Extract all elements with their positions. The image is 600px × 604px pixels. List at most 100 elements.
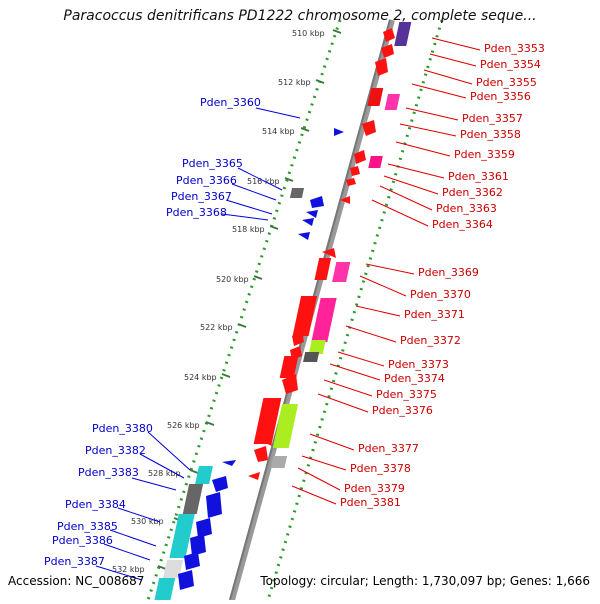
kbp-tick <box>269 225 279 230</box>
gene-arrow[interactable] <box>222 460 236 466</box>
gene-label[interactable]: Pden_3353 <box>484 42 545 55</box>
gene-label[interactable]: Pden_3367 <box>171 190 232 203</box>
gene-label[interactable]: Pden_3355 <box>476 76 537 89</box>
kbp-label: 532 kbp <box>112 565 145 574</box>
gene-label[interactable]: Pden_3373 <box>388 358 449 371</box>
forward-features <box>248 22 412 480</box>
gene-label[interactable]: Pden_3372 <box>400 334 461 347</box>
gene-block[interactable] <box>384 94 401 110</box>
gene-block[interactable] <box>368 156 383 168</box>
gene-arrow[interactable] <box>354 150 366 164</box>
gene-arrow[interactable] <box>383 28 395 42</box>
gene-block[interactable] <box>394 22 412 46</box>
gene-arrow[interactable] <box>302 218 314 226</box>
gene-arrow[interactable] <box>362 120 376 136</box>
gene-block[interactable] <box>253 398 282 444</box>
kbp-tick <box>221 373 231 378</box>
accession-label: Accession: NC_008687 <box>8 574 145 588</box>
gene-arrow[interactable] <box>346 178 356 186</box>
gene-label[interactable]: Pden_3376 <box>372 404 433 417</box>
gene-arrow[interactable] <box>381 44 394 58</box>
kbp-label: 524 kbp <box>184 373 217 382</box>
gene-arrow[interactable] <box>282 374 298 394</box>
kbp-tick <box>284 177 294 182</box>
kbp-label: 520 kbp <box>216 275 249 284</box>
gene-arrow[interactable] <box>298 232 310 240</box>
gene-block[interactable] <box>279 356 299 378</box>
reverse-track-guide <box>146 19 342 601</box>
gene-label[interactable]: Pden_3363 <box>436 202 497 215</box>
gene-block[interactable] <box>195 466 213 484</box>
gene-label[interactable]: Pden_3366 <box>176 174 237 187</box>
kbp-scale: 510 kbp 512 kbp 514 kbp 516 kbp 518 kbp … <box>112 29 342 574</box>
gene-label[interactable]: Pden_3378 <box>350 462 411 475</box>
gene-arrow[interactable] <box>206 492 222 518</box>
gene-label[interactable]: Pden_3370 <box>410 288 471 301</box>
gene-arrow[interactable] <box>306 210 318 218</box>
gene-block[interactable] <box>314 258 332 280</box>
kbp-label: 512 kbp <box>278 78 311 87</box>
gene-arrow[interactable] <box>248 472 260 480</box>
gene-label[interactable]: Pden_3382 <box>85 444 146 457</box>
gene-block[interactable] <box>311 298 337 342</box>
gene-label[interactable]: Pden_3384 <box>65 498 126 511</box>
kbp-tick <box>157 565 167 570</box>
gene-block[interactable] <box>270 456 288 468</box>
kbp-label: 530 kbp <box>131 517 164 526</box>
gene-label[interactable]: Pden_3359 <box>454 148 515 161</box>
gene-label[interactable]: Pden_3371 <box>404 308 465 321</box>
gene-arrow[interactable] <box>184 552 200 570</box>
gene-block[interactable] <box>154 578 176 600</box>
gene-arrow[interactable] <box>334 128 344 136</box>
gene-arrow[interactable] <box>196 518 212 538</box>
gene-block[interactable] <box>289 188 305 198</box>
gene-label[interactable]: Pden_3358 <box>460 128 521 141</box>
kbp-tick <box>253 275 263 280</box>
kbp-tick <box>205 421 215 426</box>
gene-block[interactable] <box>332 262 351 282</box>
gene-label[interactable]: Pden_3383 <box>78 466 139 479</box>
kbp-tick <box>315 79 325 84</box>
gene-arrow[interactable] <box>292 332 304 346</box>
gene-label[interactable]: Pden_3357 <box>462 112 523 125</box>
gene-label[interactable]: Pden_3375 <box>376 388 437 401</box>
gene-arrow[interactable] <box>340 196 350 204</box>
gene-label[interactable]: Pden_3360 <box>200 96 261 109</box>
gene-arrow[interactable] <box>322 248 336 258</box>
kbp-label: 528 kbp <box>148 469 181 478</box>
gene-label[interactable]: Pden_3379 <box>344 482 405 495</box>
gene-label[interactable]: Pden_3377 <box>358 442 419 455</box>
gene-block[interactable] <box>169 514 195 558</box>
gene-arrow[interactable] <box>212 476 228 492</box>
gene-arrow[interactable] <box>258 436 272 446</box>
gene-label[interactable]: Pden_3356 <box>470 90 531 103</box>
gene-block[interactable] <box>367 88 384 106</box>
gene-label[interactable]: Pden_3361 <box>448 170 509 183</box>
gene-arrow[interactable] <box>178 570 194 590</box>
gene-label[interactable]: Pden_3387 <box>44 555 105 568</box>
kbp-tick <box>300 127 310 132</box>
gene-label[interactable]: Pden_3354 <box>480 58 541 71</box>
gene-label[interactable]: Pden_3362 <box>442 186 503 199</box>
gene-block[interactable] <box>308 340 326 354</box>
gene-block[interactable] <box>292 296 318 336</box>
gene-arrow[interactable] <box>375 58 388 76</box>
gene-arrow[interactable] <box>310 196 324 208</box>
gene-block[interactable] <box>163 560 183 578</box>
gene-label[interactable]: Pden_3381 <box>340 496 401 509</box>
gene-label[interactable]: Pden_3385 <box>57 520 118 533</box>
gene-arrow[interactable] <box>350 166 360 176</box>
gene-label[interactable]: Pden_3365 <box>182 157 243 170</box>
gene-block[interactable] <box>272 404 299 448</box>
gene-arrow[interactable] <box>190 534 206 556</box>
gene-label[interactable]: Pden_3368 <box>166 206 227 219</box>
gene-block[interactable] <box>182 484 204 514</box>
gene-label[interactable]: Pden_3374 <box>384 372 445 385</box>
gene-label[interactable]: Pden_3380 <box>92 422 153 435</box>
gene-block[interactable] <box>303 352 320 362</box>
gene-label[interactable]: Pden_3369 <box>418 266 479 279</box>
gene-label[interactable]: Pden_3386 <box>52 534 113 547</box>
gene-label[interactable]: Pden_3364 <box>432 218 493 231</box>
gene-arrow[interactable] <box>254 446 268 462</box>
